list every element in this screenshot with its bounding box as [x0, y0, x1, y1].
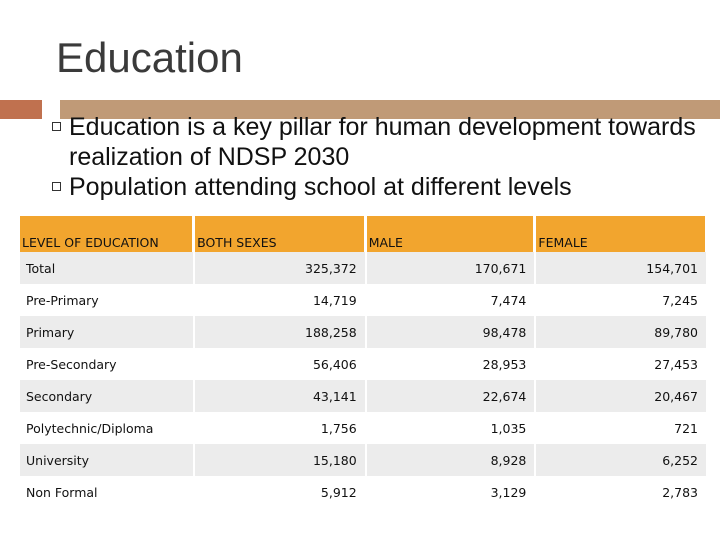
header-level: LEVEL OF EDUCATION — [20, 216, 194, 252]
header-male: MALE — [366, 216, 535, 252]
cell-male: 22,674 — [366, 380, 535, 412]
square-bullet-icon — [52, 122, 61, 131]
cell-female: 721 — [536, 412, 706, 444]
cell-level: Total — [20, 252, 194, 284]
square-bullet-icon — [52, 182, 61, 191]
bullet-item: Education is a key pillar for human deve… — [52, 112, 712, 172]
header-both-sexes: BOTH SEXES — [195, 216, 365, 252]
slide-title: Education — [56, 34, 243, 81]
cell-level: Secondary — [20, 380, 194, 412]
cell-both: 188,258 — [195, 316, 365, 348]
cell-level: Pre-Secondary — [20, 348, 194, 380]
cell-both: 14,719 — [195, 284, 365, 316]
cell-male: 1,035 — [366, 412, 535, 444]
cell-level: Pre-Primary — [20, 284, 194, 316]
cell-female: 2,783 — [536, 476, 706, 508]
table-header-row: LEVEL OF EDUCATION BOTH SEXES MALE FEMAL… — [20, 216, 706, 252]
education-table: LEVEL OF EDUCATION BOTH SEXES MALE FEMAL… — [18, 216, 708, 508]
accent-bar-left — [0, 100, 42, 119]
cell-female: 7,245 — [536, 284, 706, 316]
table-row: Total 325,372 170,671 154,701 — [20, 252, 706, 284]
cell-male: 98,478 — [366, 316, 535, 348]
cell-both: 325,372 — [195, 252, 365, 284]
cell-both: 5,912 — [195, 476, 365, 508]
cell-female: 20,467 — [536, 380, 706, 412]
cell-male: 170,671 — [366, 252, 535, 284]
bullet-item: Population attending school at different… — [52, 172, 712, 202]
cell-level: Primary — [20, 316, 194, 348]
cell-level: Non Formal — [20, 476, 194, 508]
cell-female: 89,780 — [536, 316, 706, 348]
table-row: Non Formal 5,912 3,129 2,783 — [20, 476, 706, 508]
table-row: Primary 188,258 98,478 89,780 — [20, 316, 706, 348]
cell-female: 6,252 — [536, 444, 706, 476]
bullet-text: Education is a key pillar for human deve… — [69, 113, 696, 171]
cell-level: Polytechnic/Diploma — [20, 412, 194, 444]
header-female: FEMALE — [536, 216, 706, 252]
cell-male: 7,474 — [366, 284, 535, 316]
cell-female: 27,453 — [536, 348, 706, 380]
cell-both: 43,141 — [195, 380, 365, 412]
table-row: Pre-Secondary 56,406 28,953 27,453 — [20, 348, 706, 380]
cell-both: 56,406 — [195, 348, 365, 380]
cell-both: 1,756 — [195, 412, 365, 444]
cell-male: 3,129 — [366, 476, 535, 508]
cell-level: University — [20, 444, 194, 476]
cell-female: 154,701 — [536, 252, 706, 284]
table-row: University 15,180 8,928 6,252 — [20, 444, 706, 476]
cell-male: 8,928 — [366, 444, 535, 476]
accent-bar-right — [60, 100, 720, 119]
cell-male: 28,953 — [366, 348, 535, 380]
bullet-list: Education is a key pillar for human deve… — [52, 112, 712, 202]
table-row: Polytechnic/Diploma 1,756 1,035 721 — [20, 412, 706, 444]
table-row: Pre-Primary 14,719 7,474 7,245 — [20, 284, 706, 316]
cell-both: 15,180 — [195, 444, 365, 476]
bullet-text: Population attending school at different… — [69, 173, 572, 201]
table-row: Secondary 43,141 22,674 20,467 — [20, 380, 706, 412]
